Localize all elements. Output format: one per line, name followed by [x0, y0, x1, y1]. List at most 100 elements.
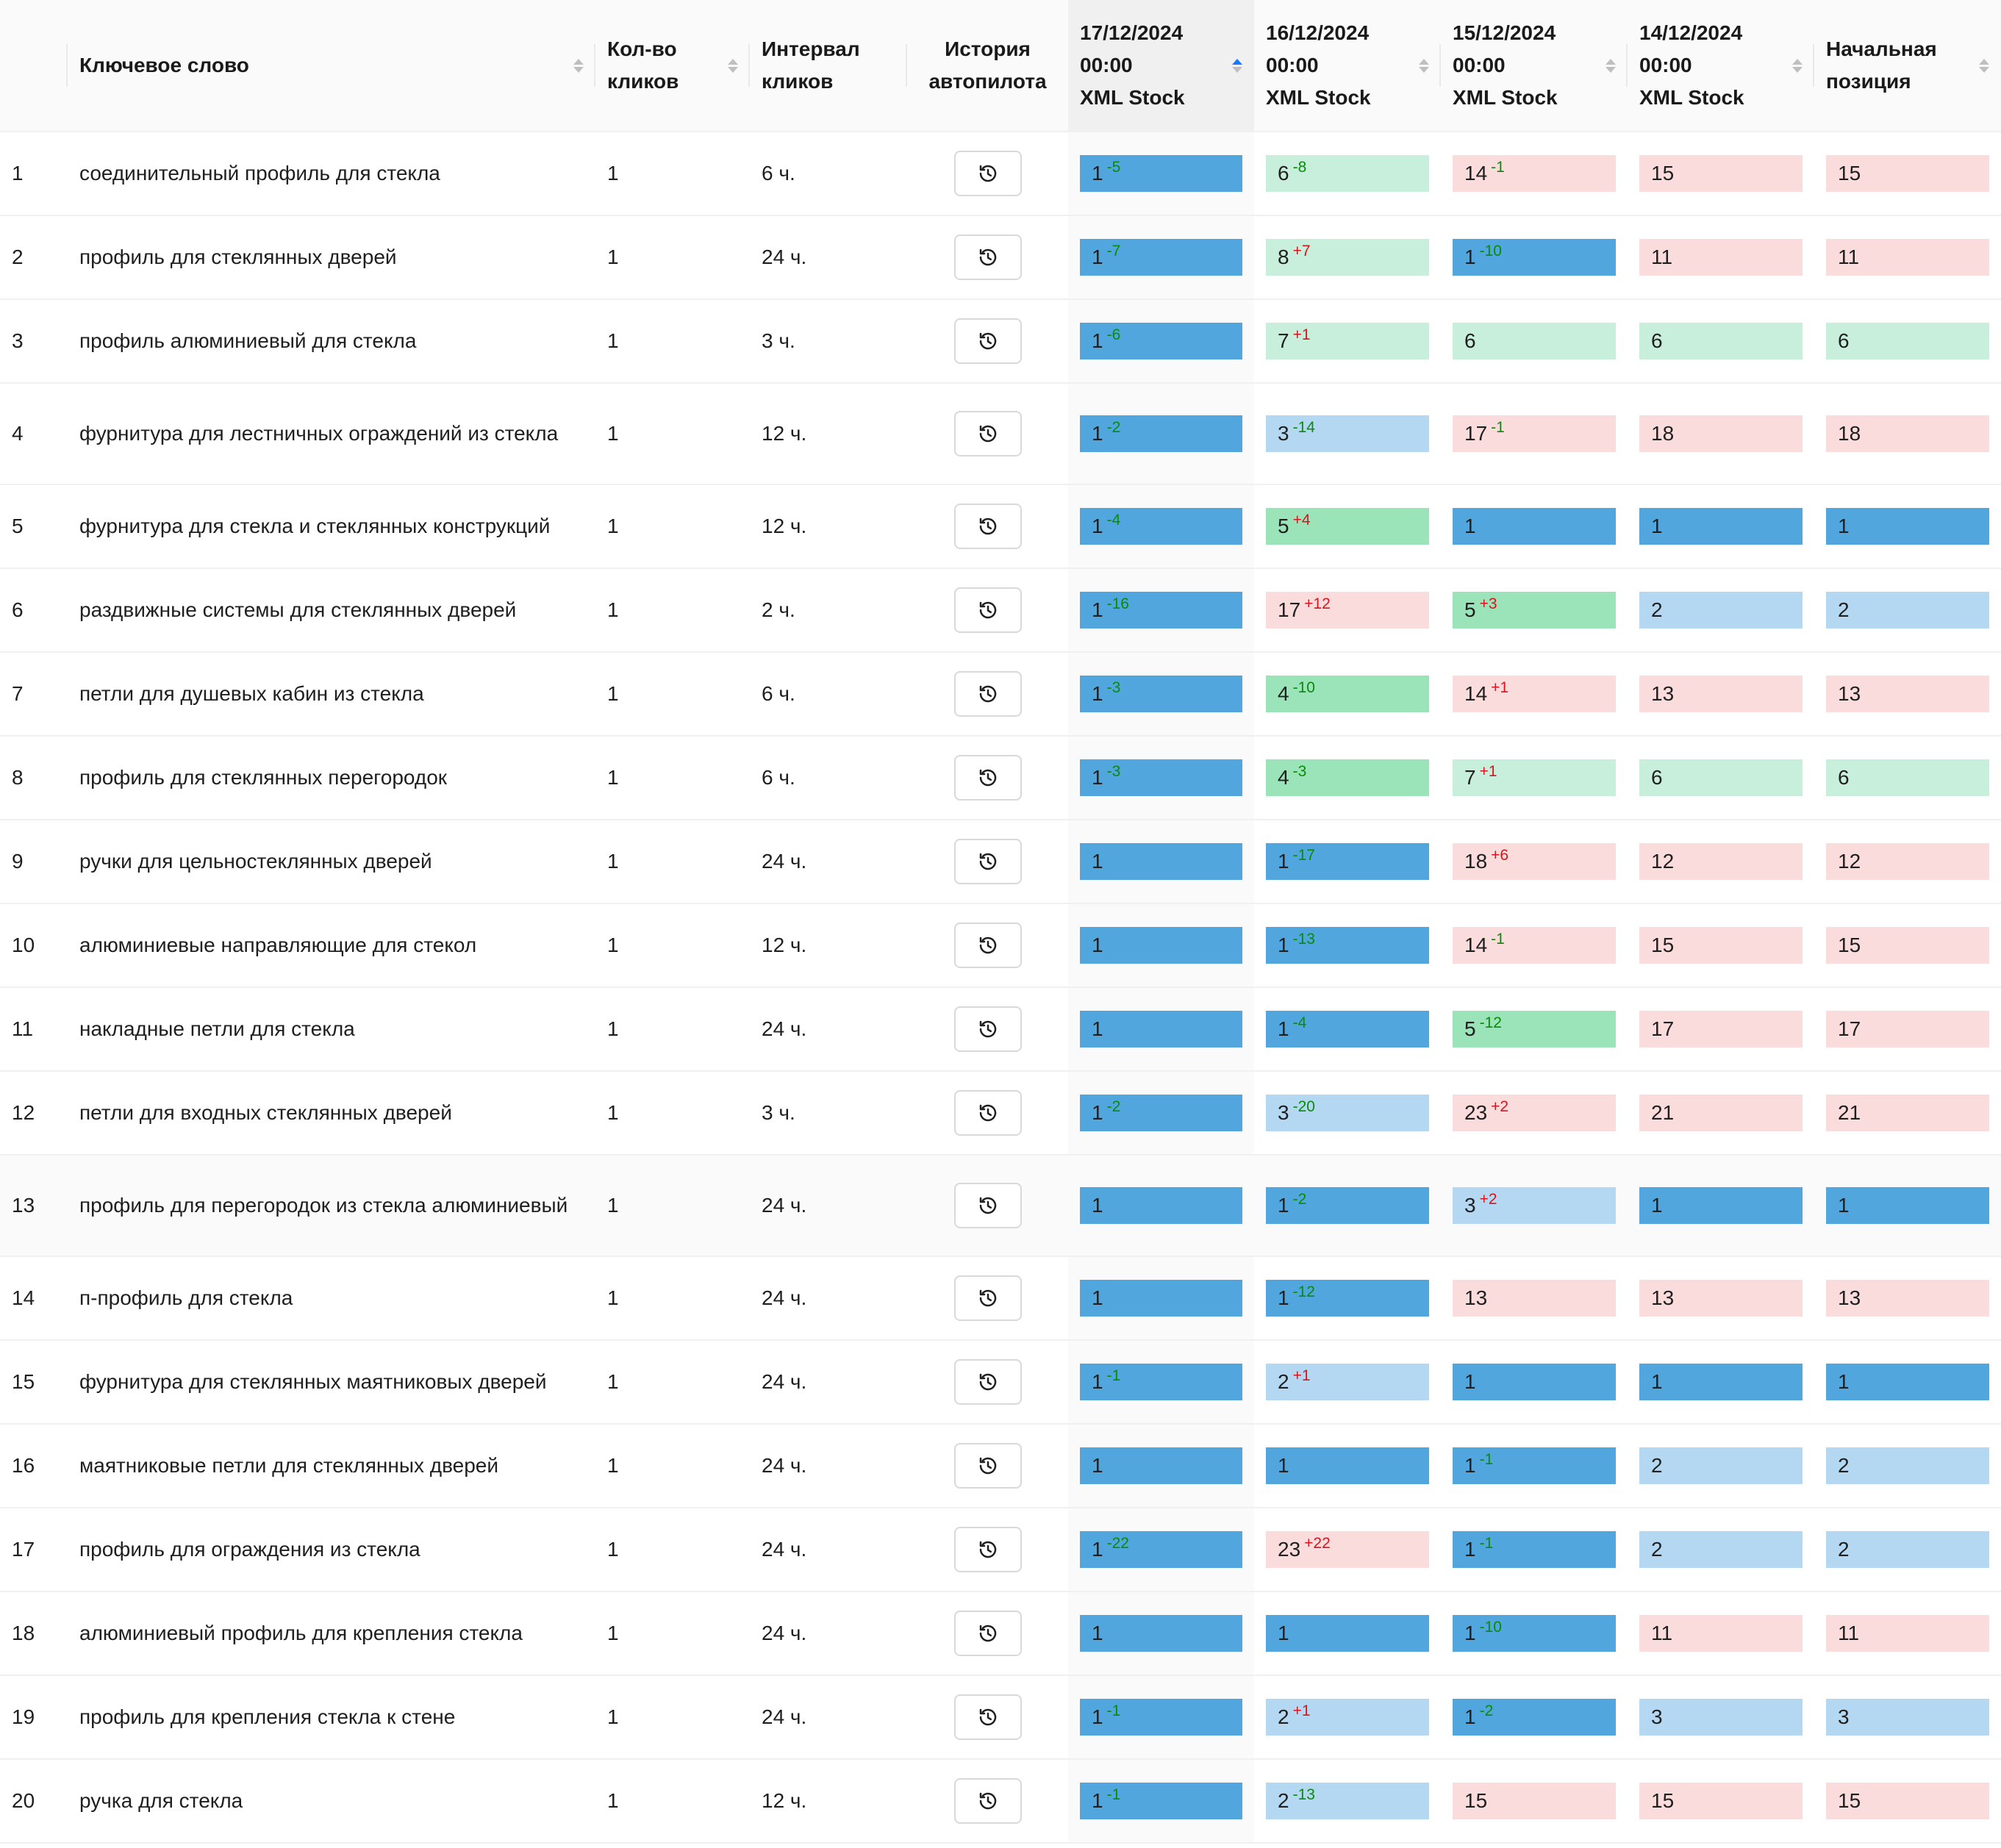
position-value: 3	[1278, 422, 1289, 445]
position-delta: -8	[1292, 159, 1307, 176]
col-date-2-header[interactable]: 16/12/2024 00:00 XML Stock	[1254, 0, 1441, 132]
autopilot-history-button[interactable]	[953, 1183, 1022, 1228]
table-row[interactable]: 7 петли для душевых кабин из стекла 1 6 ч. 1…	[0, 652, 2001, 737]
sort-icon[interactable]	[1419, 58, 1429, 73]
col-clicks-header[interactable]: Кол-во кликов	[595, 0, 750, 132]
table-row[interactable]: 9 ручки для цельностеклянных дверей 1 24 ч.…	[0, 820, 2001, 904]
position-value: 1	[1092, 1538, 1103, 1561]
position-badge: 15	[1639, 927, 1803, 964]
initial-position-cell: 15	[1814, 903, 2001, 988]
sort-icon[interactable]	[573, 58, 584, 73]
position-badge: 1 -2	[1266, 1187, 1429, 1224]
table-row[interactable]: 16 маятниковые петли для стеклянных двере…	[0, 1424, 2001, 1508]
position-badge: 3 -14	[1266, 415, 1429, 452]
autopilot-history-button[interactable]	[953, 234, 1022, 280]
position-delta: -2	[1479, 1702, 1494, 1719]
position-cell-date-4: 1	[1628, 484, 1814, 569]
autopilot-history-button[interactable]	[953, 151, 1022, 196]
autopilot-history-button[interactable]	[953, 923, 1022, 968]
sort-icon[interactable]	[1979, 58, 1989, 73]
col-index-header	[0, 0, 68, 132]
position-badge: 14 -1	[1453, 155, 1616, 192]
table-row[interactable]: 12 петли для входных стеклянных дверей 1 3 …	[0, 1071, 2001, 1156]
table-row[interactable]: 6 раздвижные системы для стеклянных двере…	[0, 568, 2001, 653]
history-cell	[907, 299, 1068, 384]
col-interval-header: Интервал кликов	[750, 0, 907, 132]
position-cell-date-2: 1 -12	[1254, 1256, 1441, 1341]
position-value: 5	[1464, 598, 1476, 621]
autopilot-history-button[interactable]	[953, 1694, 1022, 1740]
table-row[interactable]: 19 профиль для крепления стекла к стене 1 2…	[0, 1675, 2001, 1760]
sort-icon[interactable]	[1792, 58, 1803, 73]
position-badge: 13	[1826, 1280, 1989, 1317]
table-row[interactable]: 14 п-профиль для стекла 1 24 ч. 1 1 -12 13 13 13	[0, 1256, 2001, 1341]
date-4-engine: XML Stock	[1639, 86, 1744, 109]
position-badge: 1 -2	[1080, 415, 1242, 452]
sort-icon[interactable]	[1606, 58, 1616, 73]
table-row[interactable]: 1 соединительный профиль для стекла 1 6 ч. 1…	[0, 132, 2001, 216]
autopilot-history-button[interactable]	[953, 1090, 1022, 1136]
position-delta: -6	[1106, 326, 1121, 343]
table-row[interactable]: 10 алюминиевые направляющие для стекол 1 12…	[0, 903, 2001, 988]
autopilot-history-button[interactable]	[953, 1275, 1022, 1321]
table-row[interactable]: 8 профиль для стеклянных перегородок 1 6 ч.…	[0, 736, 2001, 820]
table-row[interactable]: 18 алюминиевый профиль для крепления стек…	[0, 1591, 2001, 1676]
autopilot-history-button[interactable]	[953, 671, 1022, 717]
position-cell-date-3: 1 -2	[1441, 1675, 1628, 1760]
autopilot-history-button[interactable]	[953, 839, 1022, 884]
position-cell-date-4: 11	[1628, 215, 1814, 300]
interval-cell: 6 ч.	[750, 132, 907, 216]
position-badge: 23 +2	[1453, 1095, 1616, 1131]
position-cell-date-3: 18 +6	[1441, 820, 1628, 904]
col-date-1-header[interactable]: 17/12/2024 00:00 XML Stock	[1068, 0, 1254, 132]
autopilot-history-button[interactable]	[953, 1443, 1022, 1489]
autopilot-history-button[interactable]	[953, 587, 1022, 633]
interval-cell: 2 ч.	[750, 568, 907, 653]
table-row[interactable]: 17 профиль для ограждения из стекла 1 24 ч.…	[0, 1508, 2001, 1592]
table-row[interactable]: 4 фурнитура для лестничных ограждений из …	[0, 383, 2001, 485]
sort-icon-active[interactable]	[1232, 58, 1242, 73]
date-3-engine: XML Stock	[1453, 86, 1558, 109]
position-badge: 1	[1266, 1447, 1429, 1484]
table-row[interactable]: 20 ручка для стекла 1 12 ч. 1 -1 2 -13 15 15 15	[0, 1759, 2001, 1844]
col-keyword-header[interactable]: Ключевое слово	[68, 0, 595, 132]
autopilot-history-button[interactable]	[953, 755, 1022, 801]
position-value: 1	[1651, 1370, 1663, 1393]
position-cell-date-2: 7 +1	[1254, 299, 1441, 384]
keyword-cell: профиль для стеклянных перегородок	[68, 736, 595, 820]
autopilot-history-button[interactable]	[953, 1778, 1022, 1824]
position-delta: +1	[1292, 326, 1311, 343]
date-2-time: 00:00	[1266, 54, 1319, 76]
clicks-cell: 1	[595, 1675, 750, 1760]
autopilot-history-button[interactable]	[953, 504, 1022, 549]
position-cell-date-1: 1	[1068, 903, 1254, 988]
position-value: 3	[1838, 1705, 1850, 1728]
table-row[interactable]: 13 профиль для перегородок из стекла алюм…	[0, 1155, 2001, 1257]
position-cell-date-2: 2 +1	[1254, 1675, 1441, 1760]
history-icon	[979, 1541, 996, 1558]
table-row[interactable]: 3 профиль алюминиевый для стекла 1 3 ч. 1 -6 7…	[0, 299, 2001, 384]
autopilot-history-button[interactable]	[953, 1527, 1022, 1572]
autopilot-history-button[interactable]	[953, 1359, 1022, 1405]
autopilot-history-button[interactable]	[953, 1611, 1022, 1656]
position-delta: +1	[1479, 763, 1497, 780]
table-row[interactable]: 5 фурнитура для стекла и стеклянных конст…	[0, 484, 2001, 569]
table-row[interactable]: 2 профиль для стеклянных дверей 1 24 ч. 1 -7 8…	[0, 215, 2001, 300]
col-date-4-header[interactable]: 14/12/2024 00:00 XML Stock	[1628, 0, 1814, 132]
table-row[interactable]: 15 фурнитура для стеклянных маятниковых д…	[0, 1340, 2001, 1425]
position-cell-date-2: 1	[1254, 1591, 1441, 1676]
initial-position-cell: 13	[1814, 652, 2001, 737]
autopilot-history-button[interactable]	[953, 318, 1022, 364]
col-date-3-header[interactable]: 15/12/2024 00:00 XML Stock	[1441, 0, 1628, 132]
position-badge: 5 -12	[1453, 1011, 1616, 1047]
table-row[interactable]: 11 накладные петли для стекла 1 24 ч. 1 1 -4 5-…	[0, 987, 2001, 1072]
col-initial-header[interactable]: Начальная позиция	[1814, 0, 2001, 132]
history-cell	[907, 1759, 1068, 1844]
sort-icon[interactable]	[728, 58, 738, 73]
position-delta: -5	[1106, 159, 1121, 176]
keyword-cell: фурнитура для лестничных ограждений из с…	[68, 383, 595, 485]
autopilot-history-button[interactable]	[953, 1006, 1022, 1052]
position-value: 17	[1838, 1017, 1861, 1040]
autopilot-history-button[interactable]	[953, 411, 1022, 456]
position-value: 1	[1464, 1370, 1476, 1393]
